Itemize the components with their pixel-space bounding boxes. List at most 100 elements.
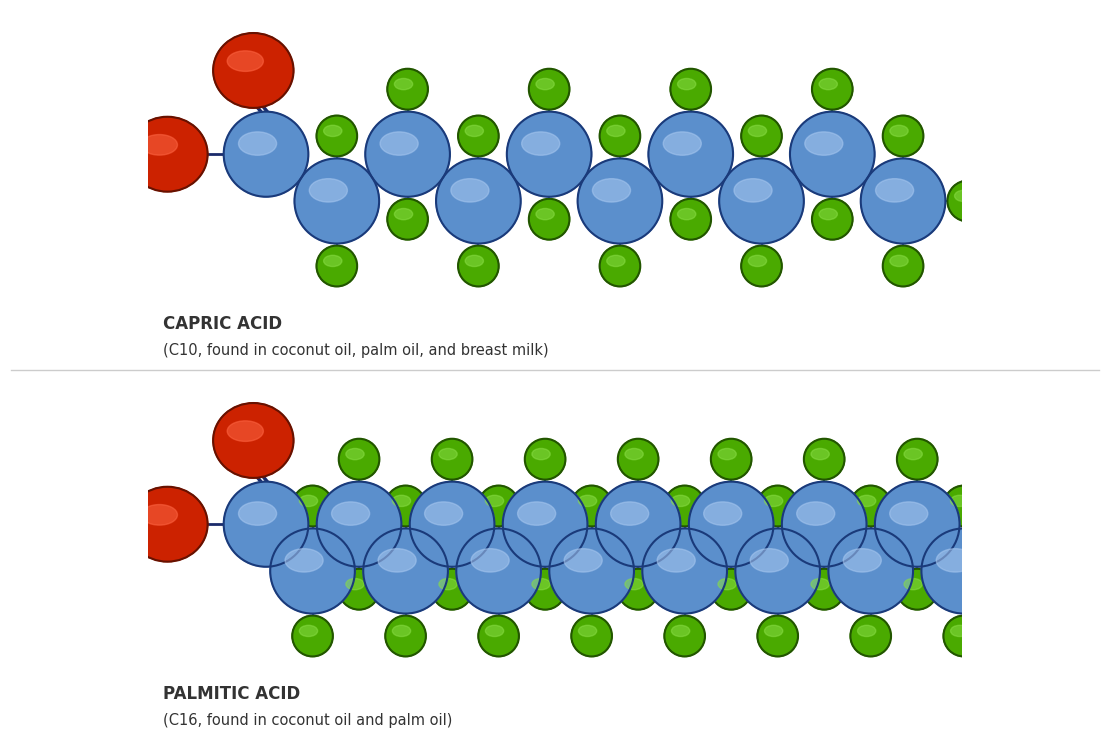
Ellipse shape [89, 504, 129, 545]
Ellipse shape [339, 569, 380, 610]
Ellipse shape [332, 502, 370, 525]
Ellipse shape [528, 199, 569, 240]
Ellipse shape [465, 255, 484, 266]
Ellipse shape [876, 178, 914, 202]
Ellipse shape [811, 579, 829, 590]
Ellipse shape [672, 625, 689, 636]
Ellipse shape [860, 158, 946, 243]
Ellipse shape [890, 502, 928, 525]
Ellipse shape [748, 125, 767, 136]
Ellipse shape [599, 115, 640, 156]
Ellipse shape [882, 246, 924, 286]
Ellipse shape [670, 69, 712, 110]
Ellipse shape [379, 548, 416, 572]
Ellipse shape [465, 125, 484, 136]
Ellipse shape [704, 502, 741, 525]
Ellipse shape [394, 209, 413, 220]
Ellipse shape [890, 125, 908, 136]
Ellipse shape [458, 246, 498, 286]
Ellipse shape [618, 439, 658, 480]
Ellipse shape [239, 502, 276, 525]
Ellipse shape [228, 421, 263, 441]
Ellipse shape [677, 78, 696, 90]
Text: CAPRIC ACID: CAPRIC ACID [163, 315, 282, 333]
Ellipse shape [897, 569, 938, 610]
Ellipse shape [224, 112, 309, 197]
Ellipse shape [657, 548, 695, 572]
Ellipse shape [921, 528, 1006, 613]
Ellipse shape [672, 495, 689, 506]
Ellipse shape [858, 625, 876, 636]
Ellipse shape [300, 495, 317, 506]
Ellipse shape [128, 117, 208, 192]
Ellipse shape [432, 569, 473, 610]
Ellipse shape [710, 569, 751, 610]
Ellipse shape [741, 246, 781, 286]
Ellipse shape [128, 487, 208, 562]
Ellipse shape [944, 485, 985, 526]
Ellipse shape [625, 579, 643, 590]
Ellipse shape [805, 132, 842, 155]
Ellipse shape [670, 199, 712, 240]
Ellipse shape [811, 448, 829, 460]
Ellipse shape [599, 246, 640, 286]
Ellipse shape [380, 132, 418, 155]
Ellipse shape [239, 132, 276, 155]
Ellipse shape [844, 548, 881, 572]
Ellipse shape [955, 190, 972, 201]
Ellipse shape [324, 125, 342, 136]
Ellipse shape [890, 255, 908, 266]
Ellipse shape [804, 439, 845, 480]
Ellipse shape [797, 502, 835, 525]
Ellipse shape [410, 482, 494, 567]
Ellipse shape [625, 448, 643, 460]
Ellipse shape [950, 625, 969, 636]
Ellipse shape [294, 158, 380, 243]
Ellipse shape [593, 178, 630, 202]
Ellipse shape [451, 178, 490, 202]
Ellipse shape [718, 579, 736, 590]
Ellipse shape [577, 158, 663, 243]
Ellipse shape [432, 439, 473, 480]
Ellipse shape [438, 579, 457, 590]
Ellipse shape [875, 482, 959, 567]
Ellipse shape [363, 528, 448, 613]
Ellipse shape [528, 69, 569, 110]
Ellipse shape [385, 485, 426, 526]
Ellipse shape [316, 246, 357, 286]
Ellipse shape [735, 528, 820, 613]
Ellipse shape [757, 485, 798, 526]
Ellipse shape [387, 199, 428, 240]
Ellipse shape [804, 569, 845, 610]
Ellipse shape [904, 579, 922, 590]
Ellipse shape [741, 115, 781, 156]
Ellipse shape [525, 439, 565, 480]
Ellipse shape [536, 209, 554, 220]
Ellipse shape [610, 502, 648, 525]
Ellipse shape [618, 569, 658, 610]
Text: (C16, found in coconut oil and palm oil): (C16, found in coconut oil and palm oil) [163, 713, 452, 728]
Ellipse shape [536, 78, 554, 90]
Text: PALMITIC ACID: PALMITIC ACID [163, 685, 300, 703]
Ellipse shape [663, 132, 702, 155]
Ellipse shape [689, 482, 774, 567]
Ellipse shape [424, 502, 463, 525]
Ellipse shape [292, 485, 333, 526]
Ellipse shape [757, 616, 798, 656]
Ellipse shape [213, 403, 293, 478]
Ellipse shape [781, 482, 867, 567]
Ellipse shape [643, 528, 727, 613]
Ellipse shape [292, 616, 333, 656]
Ellipse shape [310, 178, 347, 202]
Ellipse shape [904, 448, 922, 460]
Ellipse shape [228, 51, 263, 71]
Ellipse shape [607, 125, 625, 136]
Ellipse shape [819, 78, 837, 90]
Ellipse shape [944, 616, 985, 656]
Text: (C10, found in coconut oil, palm oil, and breast milk): (C10, found in coconut oil, palm oil, an… [163, 343, 548, 358]
Ellipse shape [485, 625, 504, 636]
Ellipse shape [387, 69, 428, 110]
Ellipse shape [897, 439, 938, 480]
Ellipse shape [507, 112, 592, 197]
Ellipse shape [300, 625, 317, 636]
